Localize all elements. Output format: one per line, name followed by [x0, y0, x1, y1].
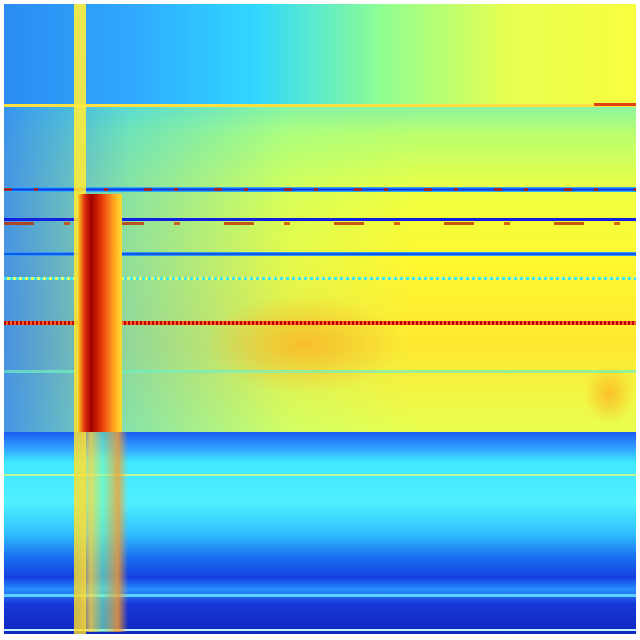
cyan-line [4, 594, 636, 597]
upper-blue-band [4, 4, 636, 104]
orange-patch [204, 294, 404, 394]
orange-patch [584, 364, 634, 424]
blue-line [4, 252, 636, 256]
yellow-line [4, 104, 636, 107]
light-line [4, 629, 636, 631]
red-segment [594, 103, 636, 106]
light-line [4, 474, 636, 476]
lower-plume [78, 432, 128, 632]
cyan-line [4, 370, 636, 373]
heatmap-image [4, 4, 636, 634]
red-dash-line [4, 188, 636, 191]
red-dash-line [4, 222, 636, 225]
red-column [78, 194, 122, 432]
cyan-dotted-line [4, 277, 636, 280]
red-line [4, 321, 636, 325]
blue-line [4, 218, 636, 221]
